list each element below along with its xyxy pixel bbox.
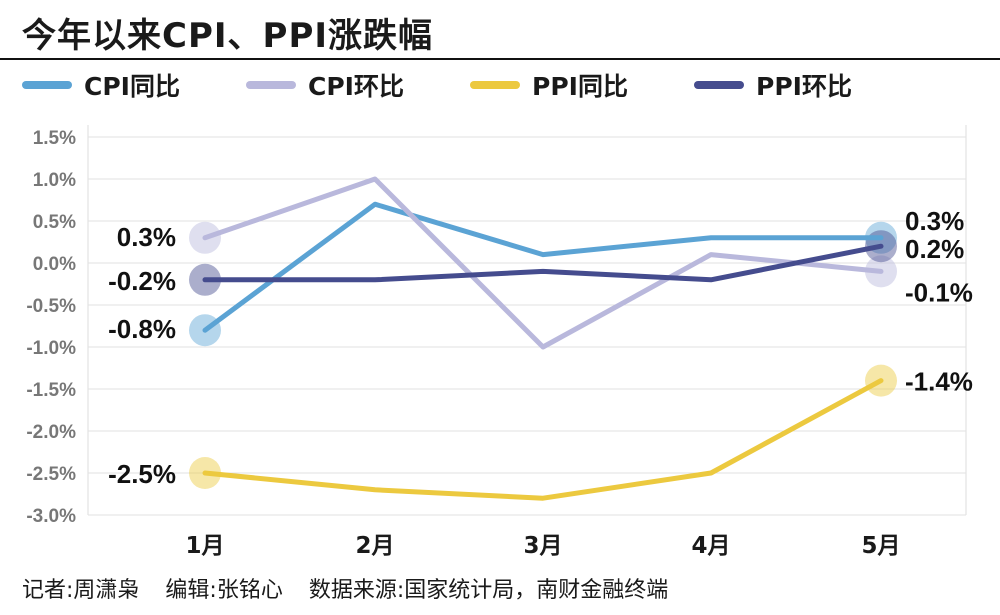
legend-swatch-cpi-mom [246,81,296,89]
legend-label-ppi-mom: PPI环比 [756,72,852,101]
legend-swatch-ppi-yoy [470,81,520,89]
data-label-cpi-yoy-end: 0.3% [905,206,964,236]
legend-swatch-cpi-yoy [22,81,72,89]
data-label-ppi-yoy-start: -2.5% [108,459,176,489]
legend-item-ppi-yoy: PPI同比 [470,62,628,108]
y-tick-label: 0.5% [33,212,76,233]
x-tick-label: 3月 [523,533,562,559]
data-label-ppi-mom-end: 0.2% [905,234,964,264]
legend-swatch-ppi-mom [694,81,744,89]
y-tick-label: -1.5% [26,380,76,401]
footer-editor: 编辑:张铭心 [165,578,283,603]
x-tick-label: 5月 [861,533,900,559]
data-label-cpi-mom-start: 0.3% [117,222,176,252]
y-tick-label: -1.0% [26,338,76,359]
series-line-ppi-mom [202,243,884,283]
y-tick-label: 0.0% [33,254,76,275]
legend-label-cpi-yoy: CPI同比 [84,72,180,101]
series-line-cpi-mom [202,176,884,350]
data-label-cpi-yoy-start: -0.8% [108,314,176,344]
legend: CPI同比 CPI环比 PPI同比 PPI环比 [0,62,1000,108]
x-tick-label: 4月 [691,533,730,559]
chart-title: 今年以来CPI、PPI涨跌幅 [22,16,434,56]
series-line-cpi-yoy [202,201,884,333]
legend-label-cpi-mom: CPI环比 [308,72,404,101]
y-tick-label: -0.5% [26,296,76,317]
y-tick-label: -2.5% [26,464,76,485]
legend-item-ppi-mom: PPI环比 [694,62,852,108]
y-tick-label: -2.0% [26,422,76,443]
legend-item-cpi-yoy: CPI同比 [22,62,180,108]
data-label-cpi-mom-end: -0.1% [905,277,973,307]
title-divider [0,58,1000,60]
y-tick-label: -3.0% [26,506,76,527]
data-label-ppi-yoy-end: -1.4% [905,367,973,397]
footer-source: 数据来源:国家统计局，南财金融终端 [308,578,669,603]
legend-item-cpi-mom: CPI环比 [246,62,404,108]
footer-reporter: 记者:周潇枭 [22,578,140,603]
series-line-ppi-yoy [202,378,884,501]
x-tick-label: 2月 [355,533,394,559]
x-tick-label: 1月 [185,533,224,559]
y-tick-label: 1.0% [33,170,76,191]
footer: 记者:周潇枭 编辑:张铭心 数据来源:国家统计局，南财金融终端 [22,568,982,608]
data-label-ppi-mom-start: -0.2% [108,266,176,296]
legend-label-ppi-yoy: PPI同比 [532,72,628,101]
y-tick-label: 1.5% [33,128,76,149]
